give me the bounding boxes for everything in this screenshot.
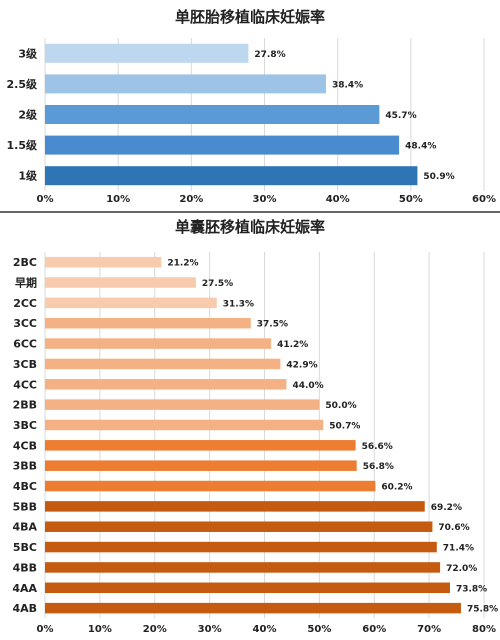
bar <box>45 501 425 512</box>
bar <box>45 379 287 390</box>
category-label: 2级 <box>18 108 38 122</box>
data-label: 71.4% <box>443 544 474 554</box>
data-label: 48.4% <box>405 142 436 152</box>
x-tick-label: 30% <box>253 194 277 205</box>
x-tick-label: 0% <box>37 624 54 635</box>
x-tick-label: 60% <box>362 624 386 635</box>
data-label: 75.8% <box>467 605 498 615</box>
x-tick-label: 40% <box>326 194 350 205</box>
bar <box>45 297 217 309</box>
category-label: 3CB <box>13 358 37 371</box>
category-label: 4BA <box>12 521 37 534</box>
bar <box>45 460 357 471</box>
data-label: 27.5% <box>202 279 233 289</box>
bar <box>45 419 324 431</box>
category-label: 1级 <box>18 169 38 183</box>
category-label: 4AB <box>12 602 37 615</box>
x-tick-label: 30% <box>198 624 222 635</box>
chart-title: 单囊胚移植临床妊娠率 <box>175 218 325 236</box>
category-label: 4BB <box>13 561 37 574</box>
bar <box>45 43 249 63</box>
category-label: 4CB <box>13 439 37 452</box>
bar <box>45 358 281 370</box>
category-label: 2CC <box>13 297 37 310</box>
x-tick-label: 60% <box>472 194 496 205</box>
x-tick-label: 10% <box>88 624 112 635</box>
category-label: 3BB <box>13 460 37 473</box>
data-label: 50.7% <box>329 421 360 431</box>
x-tick-label: 20% <box>179 194 203 205</box>
bar <box>45 166 418 186</box>
data-label: 60.2% <box>381 483 412 493</box>
data-label: 72.0% <box>446 564 477 574</box>
bar <box>45 277 196 288</box>
bar <box>45 602 461 614</box>
x-tick-label: 80% <box>472 624 496 635</box>
category-label: 5BC <box>13 541 37 554</box>
category-label: 4AA <box>12 582 37 595</box>
category-label: 4BC <box>13 480 37 493</box>
bar <box>45 74 326 94</box>
data-label: 41.2% <box>277 340 308 350</box>
bar <box>45 480 376 492</box>
x-tick-label: 70% <box>417 624 441 635</box>
bar <box>45 135 400 155</box>
category-label: 2.5级 <box>7 77 38 91</box>
x-tick-label: 10% <box>106 194 130 205</box>
bar <box>45 317 251 329</box>
category-label: 3CC <box>13 317 37 330</box>
data-label: 70.6% <box>438 523 469 533</box>
bar <box>45 338 272 349</box>
data-label: 73.8% <box>456 584 487 594</box>
category-label: 早期 <box>15 276 37 290</box>
category-label: 5BB <box>13 500 37 513</box>
data-label: 37.5% <box>257 320 288 330</box>
category-label: 6CC <box>13 338 37 351</box>
bar <box>45 582 450 594</box>
chart-title: 单胚胎移植临床妊娠率 <box>175 8 325 26</box>
bar <box>45 256 162 268</box>
data-label: 50.9% <box>423 172 454 182</box>
data-label: 31.3% <box>223 299 254 309</box>
data-label: 27.8% <box>254 50 285 60</box>
x-tick-label: 40% <box>253 624 277 635</box>
data-label: 56.8% <box>363 462 394 472</box>
category-label: 3BC <box>13 419 37 432</box>
category-label: 4CC <box>13 378 37 391</box>
data-label: 45.7% <box>385 111 416 121</box>
category-label: 1.5级 <box>7 138 38 152</box>
bar <box>45 562 441 573</box>
bar <box>45 105 380 124</box>
category-label: 2BC <box>13 256 37 269</box>
x-tick-label: 50% <box>399 194 423 205</box>
data-label: 50.0% <box>325 401 356 411</box>
data-label: 21.2% <box>167 259 198 269</box>
category-label: 3级 <box>18 46 38 60</box>
x-tick-label: 20% <box>143 624 167 635</box>
data-label: 44.0% <box>292 381 323 391</box>
data-label: 42.9% <box>286 360 317 370</box>
category-label: 2BB <box>13 399 37 412</box>
bar <box>45 440 356 451</box>
bar <box>45 541 437 553</box>
data-label: 56.6% <box>362 442 393 452</box>
x-tick-label: 0% <box>37 194 54 205</box>
data-label: 69.2% <box>431 503 462 513</box>
data-label: 38.4% <box>332 80 363 90</box>
bar <box>45 521 433 532</box>
x-tick-label: 50% <box>307 624 331 635</box>
bar <box>45 399 320 410</box>
